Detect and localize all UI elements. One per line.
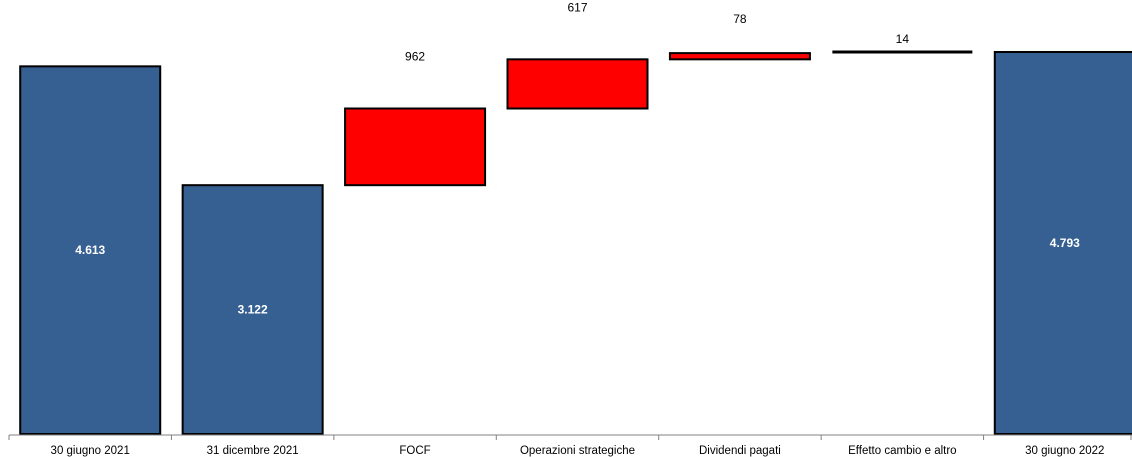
category-label-3: Operazioni strategiche [520,445,635,457]
bar-4 [668,52,811,61]
value-label-6: 4.793 [1050,236,1080,250]
bars-layer [19,50,1132,436]
category-label-0: 30 giugno 2021 [51,445,130,457]
category-label-1: 31 dicembre 2021 [207,445,299,457]
category-label-4: Dividendi pagati [699,445,781,457]
category-label-5: Effetto cambio e altro [848,445,956,457]
bar-3 [506,58,649,110]
bar-1 [181,184,324,435]
labels-layer: 4.613 30 giugno 2021 3.122 31 dicembre 2021… [51,0,1105,457]
value-label-3: 617 [567,0,587,14]
category-label-6: 30 giugno 2022 [1025,445,1104,457]
x-axis [8,434,1132,440]
category-label-2: FOCF [399,445,430,457]
value-label-1: 3.122 [238,303,268,317]
value-label-0: 4.613 [75,243,105,257]
value-label-4: 78 [733,12,747,26]
bar-6 [993,51,1132,435]
bar-0 [19,65,162,436]
value-label-5: 14 [896,32,910,46]
bar-2 [344,107,487,187]
value-label-2: 962 [405,50,425,64]
